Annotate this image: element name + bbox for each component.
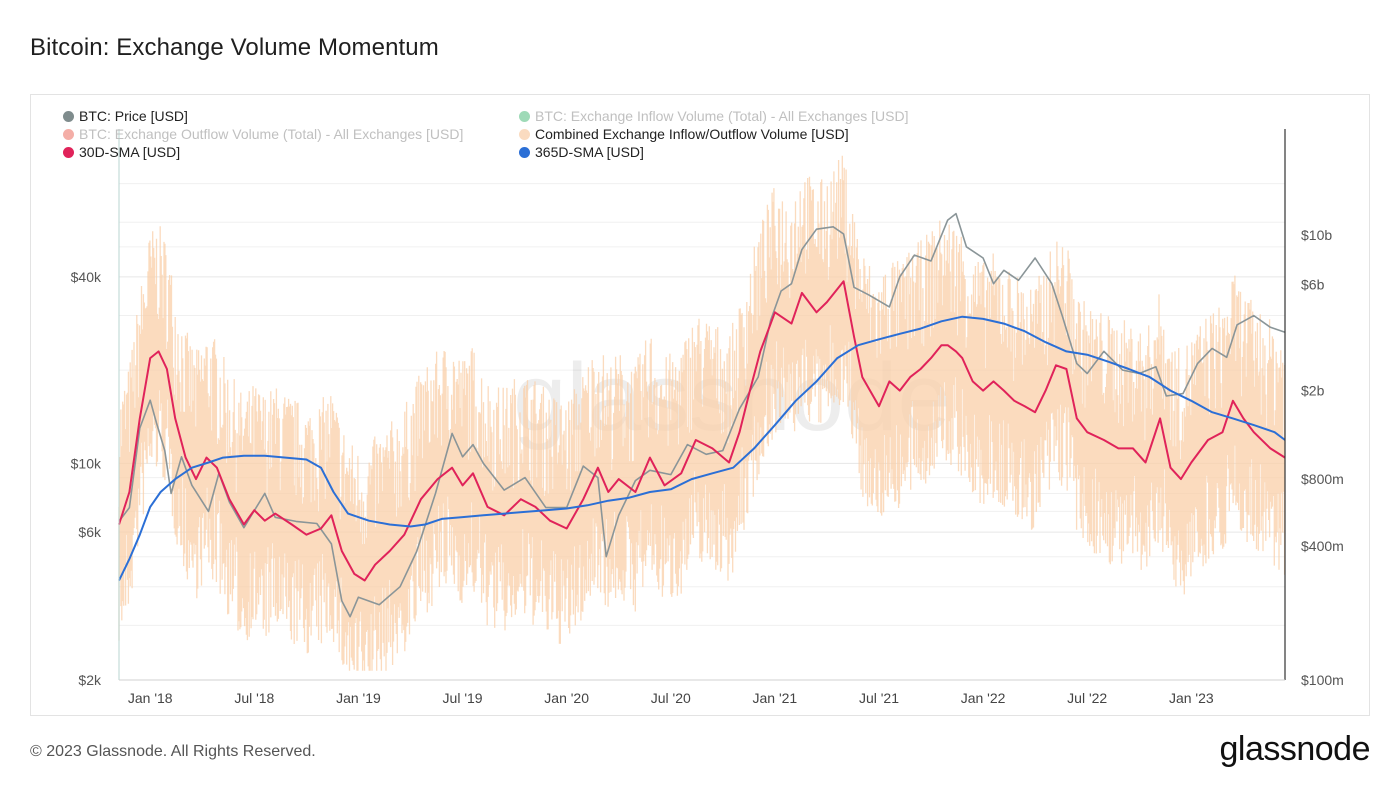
combined-volume-series [118,155,1286,671]
x-tick-label: Jan '21 [753,690,798,706]
x-tick-label: Jan '18 [128,690,173,706]
y-left-tick-label: $10k [71,455,102,471]
legend-marker-icon [63,111,74,122]
legend-marker-icon [519,147,530,158]
chart-frame: glassnode $2k $6k $10k $40k $100m $400m $800m $2… [30,94,1370,716]
page-title: Bitcoin: Exchange Volume Momentum [30,34,439,61]
legend-item[interactable]: BTC: Exchange Outflow Volume (Total) - A… [63,126,463,143]
y-left-tick-label: $40k [71,269,102,285]
legend-marker-icon [519,111,530,122]
legend-label: BTC: Exchange Inflow Volume (Total) - Al… [535,108,909,124]
y-right-tick-label: $800m [1301,471,1344,487]
y-right-tick-label: $400m [1301,538,1344,554]
legend-item[interactable]: BTC: Exchange Inflow Volume (Total) - Al… [519,108,909,125]
legend-item[interactable]: 365D-SMA [USD] [519,144,644,161]
legend-item[interactable]: BTC: Price [USD] [63,108,188,125]
x-tick-label: Jul '21 [859,690,899,706]
y-left-tick-label: $2k [78,672,102,688]
legend-marker-icon [63,129,74,140]
y-right-tick-label: $10b [1301,227,1332,243]
chart[interactable]: glassnode$2k$6k$10k$40k$100m$400m$800m$2… [31,95,1369,715]
legend-item[interactable]: Combined Exchange Inflow/Outflow Volume … [519,126,849,143]
legend-label: 365D-SMA [USD] [535,144,644,160]
brand-logo: glassnode [1219,730,1370,768]
legend-marker-icon [519,129,530,140]
x-tick-label: Jul '19 [443,690,483,706]
y-right-tick-label: $100m [1301,672,1344,688]
y-right-tick-label: $6b [1301,276,1325,292]
legend-label: Combined Exchange Inflow/Outflow Volume … [535,126,849,142]
x-tick-label: Jul '20 [651,690,691,706]
series-line [118,212,1286,618]
y-left-tick-label: $6k [78,524,102,540]
copyright: © 2023 Glassnode. All Rights Reserved. [30,743,316,760]
x-tick-label: Jul '18 [234,690,274,706]
x-tick-label: Jan '20 [544,690,589,706]
legend-label: 30D-SMA [USD] [79,144,181,160]
x-tick-label: Jul '22 [1067,690,1107,706]
legend-label: BTC: Exchange Outflow Volume (Total) - A… [79,126,464,142]
x-tick-label: Jan '22 [961,690,1006,706]
y-right-tick-label: $2b [1301,383,1325,399]
legend-label: BTC: Price [USD] [79,108,188,124]
legend-marker-icon [63,147,74,158]
legend-item[interactable]: 30D-SMA [USD] [63,144,180,161]
x-tick-label: Jan '23 [1169,690,1214,706]
series-line [118,315,1286,581]
x-tick-label: Jan '19 [336,690,381,706]
series-line [118,280,1286,582]
